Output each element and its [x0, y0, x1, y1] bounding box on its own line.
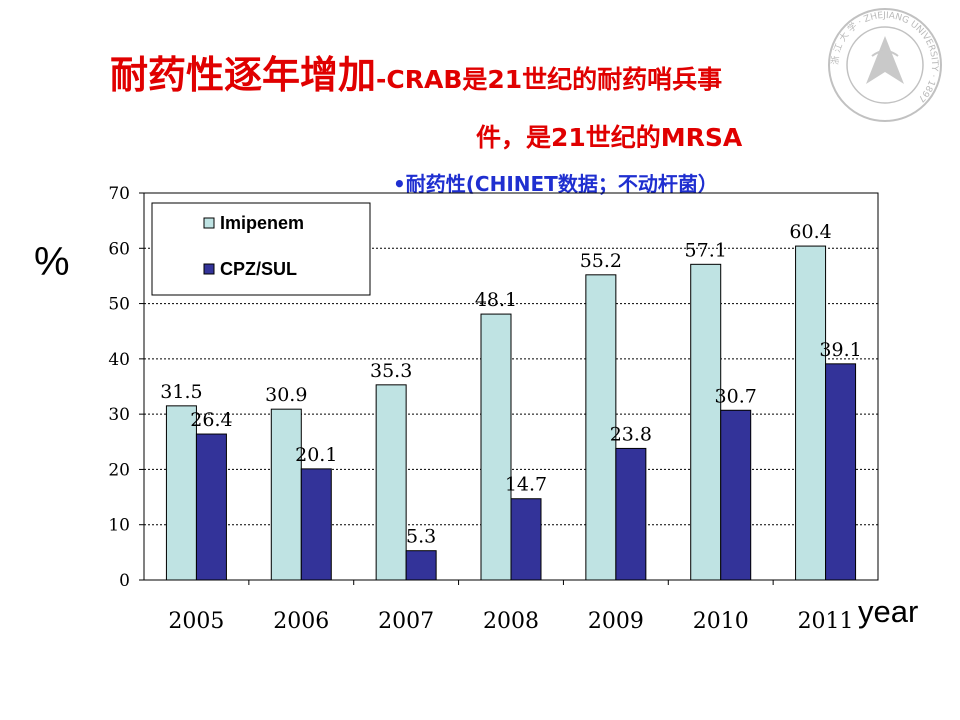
bar-cpz-sul — [510, 498, 542, 581]
title-line-2: 件，是21世纪的MRSA — [476, 123, 743, 152]
x-tick-label: 2005 — [168, 609, 224, 634]
y-tick-label: 10 — [108, 516, 130, 536]
x-tick-label: 2011 — [798, 609, 854, 634]
bar-imipenem — [480, 313, 512, 581]
y-tick-label: 40 — [108, 350, 130, 370]
legend-label: CPZ/SUL — [220, 259, 297, 279]
bar-imipenem — [585, 274, 617, 581]
slide-title: 耐药性逐年增加-CRAB是21世纪的耐药哨兵事 — [110, 44, 722, 99]
data-label: 14.7 — [505, 474, 547, 496]
bar-cpz-sul — [195, 433, 227, 581]
y-tick-label: 60 — [108, 239, 130, 259]
legend-swatch — [203, 217, 215, 229]
data-label: 57.1 — [685, 239, 727, 261]
x-tick-label: 2010 — [693, 609, 749, 634]
bar-cpz-sul — [720, 409, 752, 581]
y-tick-label: 20 — [108, 460, 130, 480]
title-main: 耐药性逐年增加 — [110, 53, 377, 97]
data-label: 60.4 — [789, 221, 831, 243]
y-tick-label: 70 — [108, 184, 130, 204]
y-tick-label: 30 — [108, 405, 130, 425]
data-label: 31.5 — [160, 381, 202, 403]
bar-imipenem — [690, 263, 722, 581]
bar-imipenem — [165, 405, 197, 581]
bar-imipenem — [270, 408, 302, 581]
y-axis-label: % — [34, 240, 70, 284]
y-tick-label: 50 — [108, 295, 130, 315]
x-tick-label: 2006 — [273, 609, 329, 634]
data-label: 5.3 — [406, 526, 436, 548]
bar-cpz-sul — [405, 550, 437, 581]
bar-cpz-sul — [300, 468, 332, 581]
data-label: 30.9 — [265, 384, 307, 406]
y-tick-label: 0 — [119, 571, 130, 591]
chart-subtitle: •耐药性(CHINET数据；不动杆菌） — [393, 172, 718, 196]
legend-label: Imipenem — [220, 213, 304, 233]
data-label: 48.1 — [475, 289, 517, 311]
data-label: 55.2 — [580, 250, 622, 272]
bar-imipenem — [795, 245, 827, 581]
bar-cpz-sul — [615, 447, 647, 581]
data-label: 23.8 — [610, 423, 652, 445]
legend-swatch — [203, 263, 215, 275]
x-tick-label: 2008 — [483, 609, 539, 634]
data-label: 39.1 — [819, 339, 861, 361]
x-axis-label: year — [858, 594, 919, 629]
legend — [151, 202, 371, 296]
bar-cpz-sul — [825, 363, 857, 581]
university-logo: 浙 江 大 学 · ZHEJIANG UNIVERSITY · 1897 — [828, 8, 942, 122]
data-label: 35.3 — [370, 360, 412, 382]
data-label: 26.4 — [190, 409, 232, 431]
data-label: 20.1 — [295, 444, 337, 466]
x-tick-label: 2009 — [588, 609, 644, 634]
title-rest: -CRAB是21世纪的耐药哨兵事 — [376, 65, 723, 94]
x-tick-label: 2007 — [378, 609, 434, 634]
data-label: 30.7 — [715, 385, 757, 407]
bar-imipenem — [375, 384, 407, 581]
